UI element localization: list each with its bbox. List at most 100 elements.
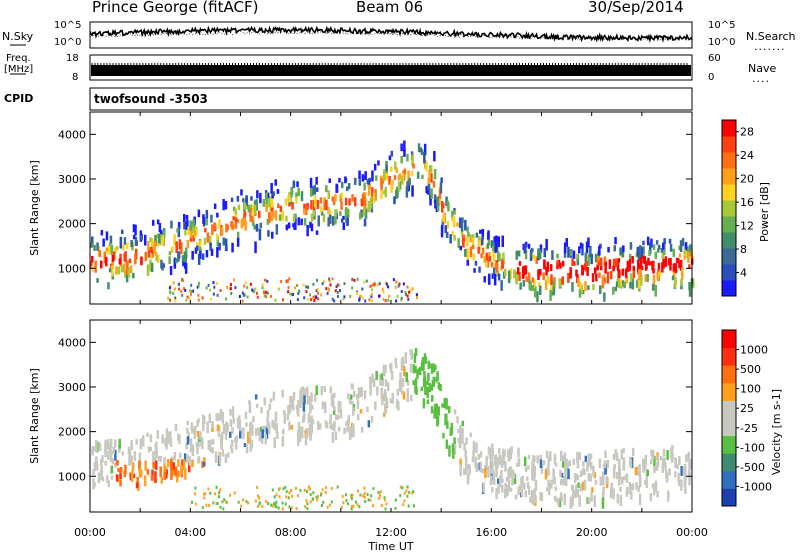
velocity-echo-cell — [575, 474, 579, 479]
power-echo-cell — [395, 167, 398, 173]
velocity-echo-cell — [492, 469, 495, 477]
velocity-colorbar-tick-label: -100 — [740, 441, 765, 454]
power-echo-cell — [185, 298, 188, 302]
velocity-echo-cell — [331, 431, 335, 443]
velocity-echo-cell — [451, 443, 455, 453]
power-echo-cell — [502, 252, 505, 262]
power-echo-cell — [380, 190, 383, 200]
power-echo-cell — [487, 238, 491, 246]
power-echo-cell — [157, 233, 161, 244]
velocity-echo-cell — [629, 456, 632, 466]
power-echo-cell — [105, 256, 108, 267]
power-echo-cell — [266, 192, 270, 199]
power-echo-cell — [347, 183, 351, 190]
power-echo-cell — [311, 186, 314, 196]
power-echo-cell — [445, 196, 448, 206]
velocity-echo-cell — [459, 458, 462, 467]
velocity-colorbar-label: Velocity [m s-1] — [770, 389, 783, 475]
velocity-echo-cell — [227, 452, 230, 458]
velocity-echo-cell — [110, 475, 114, 480]
velocity-echo-cell — [593, 495, 596, 507]
velocity-echo-cell — [464, 449, 467, 458]
velocity-echo-cell — [331, 393, 335, 403]
power-echo-cell — [640, 265, 644, 271]
velocity-echo-cell — [396, 388, 400, 396]
velocity-echo-cell — [546, 487, 549, 492]
velocity-echo-cell — [507, 479, 511, 492]
velocity-echo-cell — [403, 491, 406, 495]
power-echo-cell — [397, 175, 401, 181]
power-echo-cell — [618, 269, 621, 278]
power-echo-cell — [206, 232, 210, 243]
velocity-echo-cell — [173, 451, 177, 461]
velocity-echo-cell — [223, 498, 226, 502]
power-echo-cell — [363, 192, 367, 202]
power-echo-cell — [394, 285, 397, 289]
power-echo-cell — [368, 298, 371, 302]
power-echo-cell — [177, 252, 180, 262]
velocity-echo-cell — [321, 401, 325, 410]
power-echo-cell — [344, 207, 348, 213]
velocity-echo-cell — [437, 382, 441, 390]
power-echo-cell — [236, 218, 239, 224]
velocity-echo-cell — [511, 469, 515, 477]
time-tick-label: 08:00 — [275, 526, 307, 539]
power-echo-cell — [222, 199, 225, 211]
power-echo-cell — [274, 298, 277, 302]
power-echo-cell — [289, 292, 291, 296]
velocity-echo-cell — [678, 479, 681, 487]
velocity-echo-cell — [435, 403, 438, 416]
velocity-echo-cell — [638, 475, 642, 488]
power-echo-cell — [426, 189, 430, 195]
power-echo-cell — [111, 254, 115, 262]
power-echo-cell — [649, 242, 652, 255]
nave-tick-top: 60 — [708, 53, 721, 64]
velocity-echo-cell — [572, 489, 575, 499]
velocity-echo-cell — [237, 500, 240, 504]
velocity-echo-cell — [181, 459, 184, 467]
power-echo-cell — [558, 278, 561, 288]
velocity-echo-cell — [554, 486, 557, 491]
power-echo-cell — [400, 298, 403, 302]
power-echo-cell — [617, 281, 621, 289]
velocity-echo-cell — [291, 396, 294, 402]
power-echo-cell — [242, 198, 245, 203]
power-echo-cell — [657, 244, 661, 250]
velocity-echo-cell — [107, 480, 111, 488]
power-echo-cell — [360, 198, 364, 207]
velocity-echo-cell — [336, 414, 340, 420]
power-echo-cell — [169, 298, 171, 302]
velocity-echo-cell — [306, 502, 309, 506]
power-echo-cell — [495, 246, 499, 253]
power-echo-cell — [303, 296, 306, 300]
power-echo-cell — [157, 254, 160, 263]
power-echo-cell — [437, 203, 440, 211]
velocity-echo-cell — [584, 455, 588, 463]
velocity-echo-cell — [258, 496, 260, 500]
velocity-colorbar-swatch — [722, 382, 736, 401]
power-echo-cell — [252, 221, 255, 226]
velocity-echo-cell — [154, 456, 157, 462]
power-echo-cell — [277, 287, 280, 291]
power-echo-cell — [481, 247, 485, 255]
velocity-echo-cell — [456, 416, 459, 424]
power-echo-cell — [381, 287, 384, 291]
velocity-echo-cell — [547, 479, 550, 491]
velocity-echo-cell — [459, 433, 462, 444]
velocity-echo-cell — [215, 413, 218, 421]
velocity-echo-cell — [196, 430, 200, 437]
power-echo-cell — [135, 240, 138, 246]
power-echo-cell — [373, 283, 376, 287]
power-echo-cell — [474, 260, 478, 266]
power-echo-cell — [395, 280, 398, 284]
power-echo-cell — [466, 248, 469, 261]
velocity-echo-cell — [487, 446, 491, 455]
power-echo-cell — [225, 297, 228, 301]
velocity-echo-cell — [172, 462, 175, 471]
velocity-echo-cell — [358, 505, 361, 509]
velocity-echo-cell — [461, 420, 464, 427]
power-echo-cell — [684, 242, 688, 251]
velocity-echo-cell — [463, 468, 466, 475]
velocity-echo-cell — [504, 482, 507, 490]
power-echo-cell — [339, 211, 342, 216]
